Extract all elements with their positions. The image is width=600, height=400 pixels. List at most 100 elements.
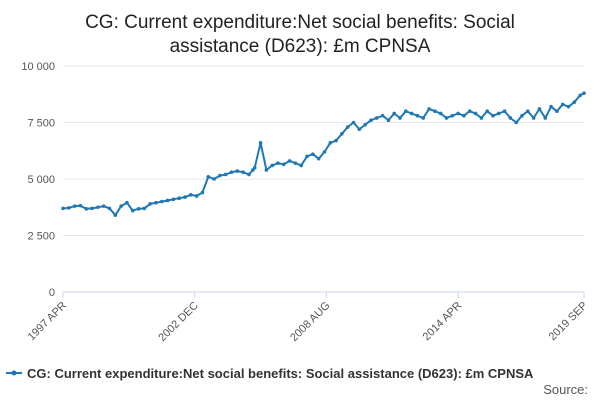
data-point [374,116,379,120]
x-tick-label-1: 2002 DEC [156,300,200,344]
data-point [404,109,408,113]
data-point [107,206,112,211]
data-point [142,206,147,211]
data-point [194,194,199,198]
data-point [136,207,141,211]
data-point [299,163,304,168]
data-point [328,141,333,145]
data-point [148,202,152,206]
data-point [154,200,158,205]
data-point [218,173,222,178]
data-point [67,206,71,210]
data-point [421,116,426,120]
data-point [340,132,344,136]
data-point [433,109,437,113]
data-point [90,206,94,211]
data-point [276,161,280,165]
data-point [183,195,187,199]
data-point [229,170,234,175]
data-point [427,107,431,111]
data-point [549,104,553,109]
data-point [380,113,385,118]
data-point [444,116,449,120]
data-point [281,162,286,167]
data-point [212,177,216,181]
x-tick-label-2: 2008 AUG [288,300,332,344]
chart-title-line-2: assistance (D623): £m CPNSA [170,36,431,57]
data-point [345,125,350,129]
x-tick-label-0: 1997 APR [26,300,70,344]
data-point [526,109,530,113]
data-point [96,205,100,210]
data-point [305,154,309,159]
data-point [363,122,367,127]
legend-marker-icon [11,370,17,376]
data-point [247,172,251,177]
data-point [125,200,129,205]
data-point [189,193,193,197]
data-point [119,204,123,208]
data-point [485,109,489,113]
data-point [101,204,106,208]
data-point [392,111,396,116]
data-point [578,93,582,98]
data-point [582,91,586,95]
data-point [560,102,565,107]
y-tick-label-2: 5 000 [27,174,55,186]
data-point [491,113,495,118]
data-point [316,156,321,161]
data-point [200,190,205,195]
data-point [415,113,420,118]
data-point [369,118,373,123]
data-point [520,113,524,118]
data-point [543,116,548,120]
data-point [206,174,211,179]
data-point [473,111,478,116]
data-point [130,208,135,213]
data-point [467,109,472,113]
data-point [514,120,519,125]
data-point [177,196,182,201]
y-tick-label-0: 0 [49,287,55,299]
data-point [159,199,164,204]
grid-layer [63,65,584,293]
chart-title-line-1: CG: Current expenditure:Net social benef… [85,12,515,33]
data-point [258,141,263,145]
legend[interactable]: CG: Current expenditure:Net social benef… [6,366,534,381]
data-point [235,169,240,173]
legend-label: CG: Current expenditure:Net social benef… [27,366,534,381]
data-point [479,116,484,120]
data-point [293,161,298,165]
x-tick-label-4: 2019 SEP [547,300,591,344]
data-point [496,111,501,116]
data-point [322,150,327,154]
y-tick-label-4: 10 000 [21,61,55,73]
x-tick-label-3: 2014 APR [421,300,465,344]
data-point [113,213,118,217]
data-point [223,172,228,177]
data-point [572,100,577,104]
data-point [61,206,65,211]
data-point [398,116,402,120]
data-point [409,111,414,116]
data-point [72,204,77,208]
source-label: Source: [543,382,588,397]
y-tick-label-3: 7 500 [27,118,55,130]
series-layer [61,91,586,217]
data-point [462,113,466,118]
data-point [531,116,536,120]
x-axis-ticks: 1997 APR 2002 DEC 2008 AUG 2014 APR 2019 SEP [26,292,591,344]
data-point [252,165,257,170]
data-point [78,203,83,208]
data-point [171,197,176,202]
data-point [456,111,460,116]
data-point [270,163,274,168]
data-point [502,109,507,113]
data-point [386,118,391,123]
data-point [264,168,269,172]
data-point [508,116,513,120]
data-point [450,113,455,118]
data-point [241,170,245,175]
data-point [84,207,89,211]
